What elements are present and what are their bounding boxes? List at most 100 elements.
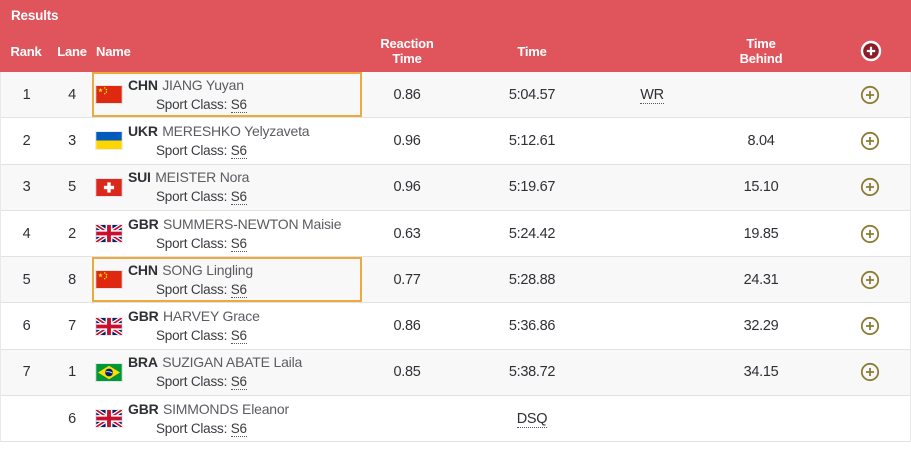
- athlete-name: MERESHKO Yelyzaveta: [162, 122, 310, 139]
- sport-class-value[interactable]: S6: [230, 96, 247, 113]
- expand-icon[interactable]: [860, 85, 880, 105]
- athlete-name: MEISTER Nora: [155, 169, 250, 186]
- table-row: 2 3 UKR MERESHKO Yelyzaveta Sport Class:…: [1, 118, 910, 165]
- col-header-time: Time: [517, 43, 547, 59]
- rank-value: 4: [22, 225, 31, 242]
- lane-value: 6: [68, 410, 76, 427]
- col-header-reaction-time: Reaction Time: [380, 36, 434, 66]
- flag-icon-china: [96, 86, 122, 104]
- sport-class-label: Sport Class:: [156, 235, 228, 251]
- athlete-cell[interactable]: GBR HARVEY Grace Sport Class: S6: [92, 303, 362, 348]
- table-row: 4 2 GBR SUMMERS-NEWTON Maisie Sport Clas…: [1, 210, 910, 258]
- sport-class-value[interactable]: S6: [230, 374, 247, 391]
- athlete-cell[interactable]: GBR SUMMERS-NEWTON Maisie Sport Class: S…: [92, 211, 362, 256]
- rank-value: 7: [22, 364, 31, 381]
- sport-class-label: Sport Class:: [156, 281, 228, 297]
- time-value: 5:38.72: [508, 364, 556, 381]
- expand-all-icon[interactable]: [860, 40, 882, 62]
- disqualified-status[interactable]: DSQ: [516, 410, 548, 428]
- rank-value: 3: [22, 179, 31, 196]
- sport-class-label: Sport Class:: [156, 96, 228, 112]
- table-row: 6 GBR SIMMONDS Eleanor Sport Class: S6 D…: [1, 396, 910, 443]
- record-badge[interactable]: WR: [640, 86, 664, 104]
- time-value: 5:19.67: [508, 179, 556, 196]
- sport-class-label: Sport Class:: [156, 189, 228, 205]
- table-row: 7 1 BRA SUZIGAN ABATE Laila Sport Class:…: [1, 349, 910, 397]
- time-value: 5:04.57: [508, 86, 556, 103]
- time-value: 5:28.88: [508, 271, 556, 288]
- expand-icon[interactable]: [860, 224, 880, 244]
- lane-value: 5: [68, 179, 76, 196]
- athlete-name: SONG Lingling: [162, 261, 253, 278]
- time-behind-value: 8.04: [747, 132, 775, 149]
- lane-value: 7: [68, 318, 76, 335]
- col-header-name: Name: [96, 43, 131, 59]
- expand-icon[interactable]: [860, 177, 880, 197]
- table-row: 1 4 CHN JIANG Yuyan Sport Class: S6 0.86…: [1, 72, 910, 119]
- col-header-time-behind: Time Behind: [739, 36, 783, 66]
- expand-icon[interactable]: [860, 316, 880, 336]
- time-behind-value: 32.29: [743, 318, 779, 335]
- sport-class-value[interactable]: S6: [230, 189, 247, 206]
- flag-icon-ukraine: [96, 132, 122, 150]
- noc-code: BRA: [128, 354, 158, 371]
- sport-class-value[interactable]: S6: [230, 142, 247, 159]
- sport-class-label: Sport Class:: [156, 420, 228, 436]
- lane-value: 4: [68, 86, 76, 103]
- results-table-body: 1 4 CHN JIANG Yuyan Sport Class: S6 0.86…: [0, 72, 911, 443]
- noc-code: GBR: [128, 400, 159, 417]
- noc-code: GBR: [128, 308, 159, 325]
- sport-class-label: Sport Class:: [156, 142, 228, 158]
- lane-value: 8: [68, 271, 76, 288]
- reaction-time-value: 0.96: [393, 179, 421, 196]
- athlete-cell[interactable]: SUI MEISTER Nora Sport Class: S6: [92, 165, 362, 210]
- athlete-cell[interactable]: UKR MERESHKO Yelyzaveta Sport Class: S6: [92, 118, 362, 163]
- flag-icon-brazil: [96, 363, 122, 381]
- flag-icon-great-britain: [96, 410, 122, 427]
- athlete-name: JIANG Yuyan: [162, 76, 244, 93]
- flag-icon-great-britain: [96, 225, 122, 242]
- time-behind-value: 19.85: [743, 225, 779, 242]
- reaction-time-value: 0.77: [393, 271, 421, 288]
- flag-icon-switzerland: [96, 178, 122, 196]
- athlete-name: HARVEY Grace: [162, 308, 260, 325]
- flag-icon-great-britain: [96, 318, 122, 335]
- sport-class-value[interactable]: S6: [230, 420, 247, 437]
- athlete-cell[interactable]: GBR SIMMONDS Eleanor Sport Class: S6: [92, 396, 362, 441]
- noc-code: UKR: [128, 122, 158, 139]
- athlete-cell[interactable]: CHN JIANG Yuyan Sport Class: S6: [92, 72, 362, 117]
- noc-code: GBR: [128, 215, 159, 232]
- flag-icon-china: [96, 271, 122, 289]
- sport-class-value[interactable]: S6: [230, 235, 247, 252]
- reaction-time-value: 0.86: [393, 318, 421, 335]
- table-row: 5 8 CHN SONG Lingling Sport Class: S6 0.…: [1, 257, 910, 304]
- athlete-cell[interactable]: CHN SONG Lingling Sport Class: S6: [92, 257, 362, 302]
- rank-value: 1: [22, 86, 31, 103]
- table-header: Rank Lane Name Reaction Time Time Time B…: [0, 30, 911, 72]
- expand-icon[interactable]: [860, 362, 880, 382]
- expand-icon[interactable]: [860, 131, 880, 151]
- time-value: 5:36.86: [508, 318, 556, 335]
- rank-value: 6: [22, 318, 31, 335]
- table-row: 3 5 SUI MEISTER Nora Sport Class: S6 0.9…: [1, 164, 910, 211]
- athlete-name: SUZIGAN ABATE Laila: [162, 354, 303, 371]
- rank-value: 5: [22, 271, 31, 288]
- noc-code: SUI: [128, 169, 151, 186]
- athlete-name: SUMMERS-NEWTON Maisie: [162, 215, 342, 232]
- noc-code: CHN: [128, 261, 158, 278]
- sport-class-value[interactable]: S6: [230, 328, 247, 345]
- reaction-time-value: 0.96: [393, 132, 421, 149]
- time-behind-value: 24.31: [743, 271, 779, 288]
- expand-icon[interactable]: [860, 270, 880, 290]
- lane-value: 1: [68, 364, 76, 381]
- page-title: Results: [11, 7, 59, 23]
- sport-class-value[interactable]: S6: [230, 281, 247, 298]
- reaction-time-value: 0.85: [393, 364, 421, 381]
- col-header-rank: Rank: [10, 43, 42, 59]
- table-row: 6 7 GBR HARVEY Grace Sport Class: S6 0.8…: [1, 303, 910, 350]
- athlete-cell[interactable]: BRA SUZIGAN ABATE Laila Sport Class: S6: [92, 350, 362, 395]
- col-header-lane: Lane: [57, 43, 87, 59]
- reaction-time-value: 0.86: [393, 86, 421, 103]
- time-behind-value: 34.15: [743, 364, 779, 381]
